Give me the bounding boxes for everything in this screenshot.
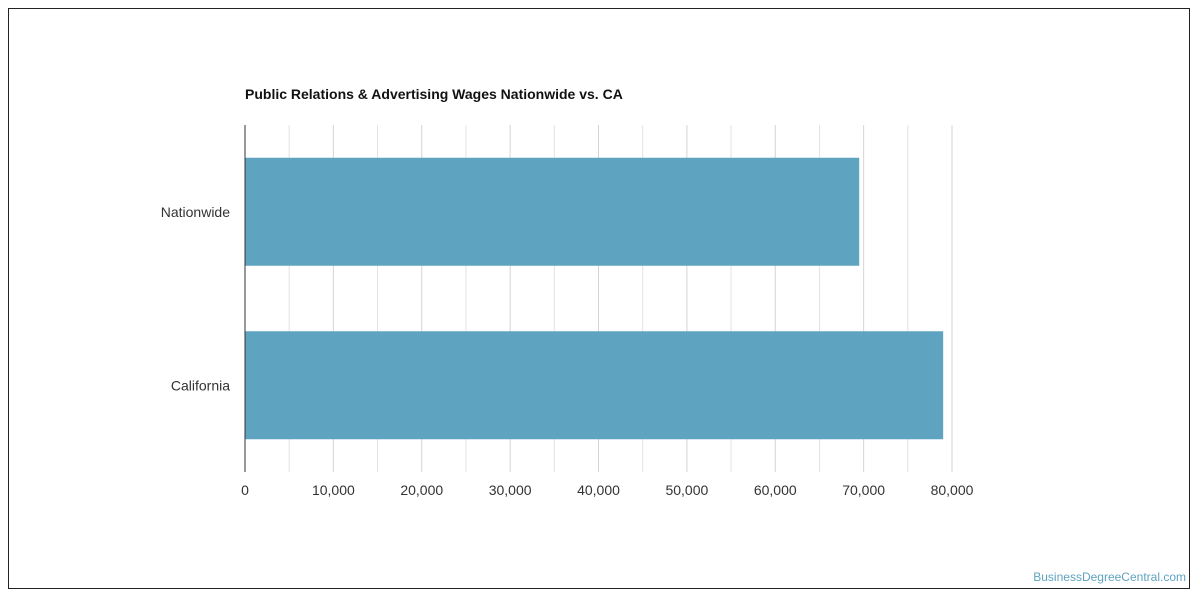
x-tick-label: 10,000 — [312, 482, 355, 498]
category-label: California — [171, 377, 230, 393]
labels: Nationwide California 0 10,000 20,000 30,000 4… — [161, 204, 974, 498]
chart-title: Public Relations & Advertising Wages Nat… — [245, 86, 623, 102]
x-tick-label: 40,000 — [577, 482, 620, 498]
x-tick-label: 0 — [241, 482, 249, 498]
bars — [245, 157, 944, 440]
category-label: Nationwide — [161, 204, 230, 220]
watermark[interactable]: BusinessDegreeCentral.com — [1033, 570, 1186, 584]
x-tick-label: 80,000 — [931, 482, 974, 498]
x-tick-label: 20,000 — [400, 482, 443, 498]
x-tick-label: 60,000 — [754, 482, 797, 498]
bar-nationwide — [245, 157, 860, 266]
x-tick-label: 50,000 — [665, 482, 708, 498]
x-tick-label: 70,000 — [842, 482, 885, 498]
x-tick-label: 30,000 — [489, 482, 532, 498]
bar-california — [245, 331, 944, 440]
